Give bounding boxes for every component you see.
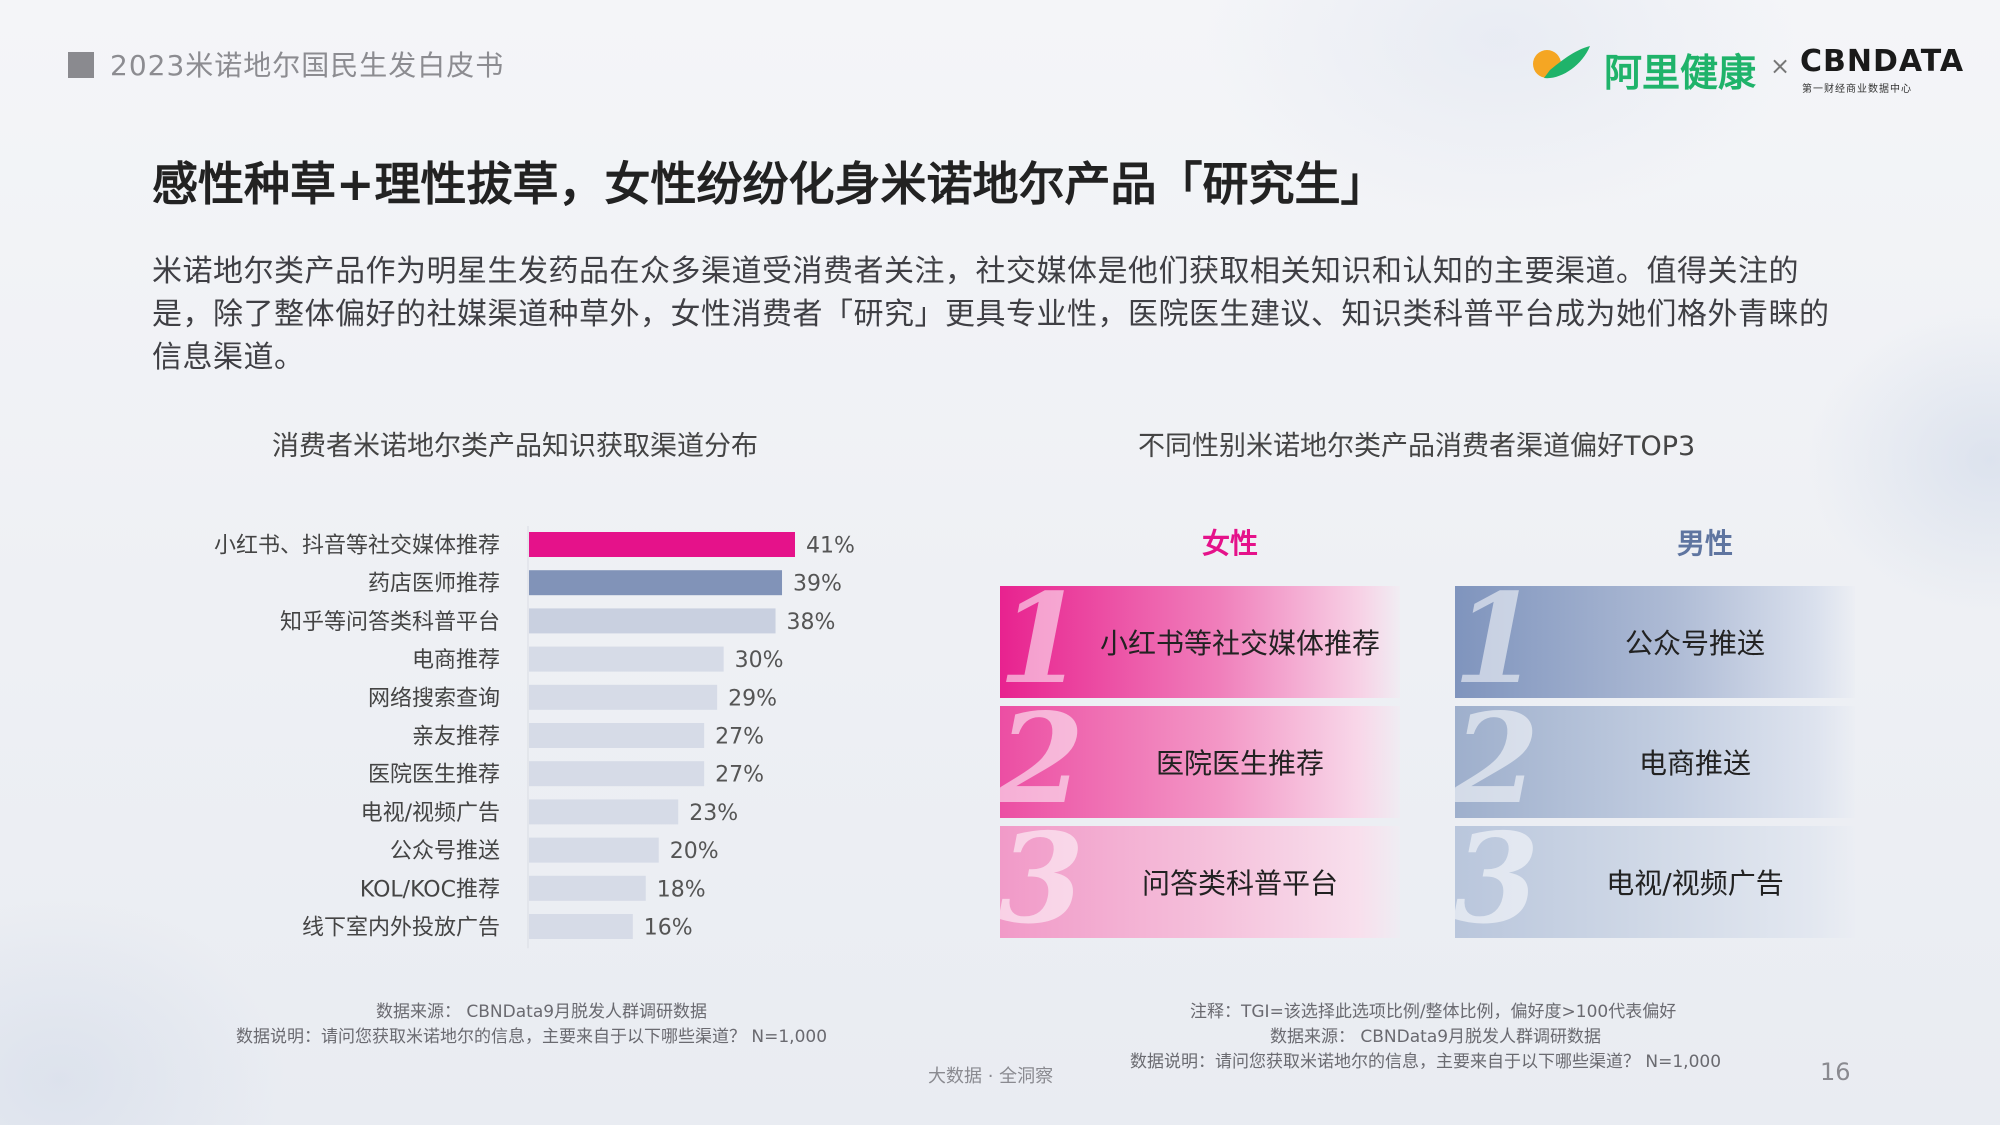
bar xyxy=(529,914,633,939)
right-source-note: 数据来源： CBNData9月脱发人群调研数据 xyxy=(1270,1027,1602,1047)
bar-value-label: 16% xyxy=(644,916,693,941)
female-rank-3-card: 3 问答类科普平台 xyxy=(1000,826,1400,938)
bar-category-label: 知乎等问答类科普平台 xyxy=(280,610,500,635)
rank-number: 3 xyxy=(1455,826,1540,938)
male-rank-1-label: 公众号推送 xyxy=(1624,627,1765,660)
right-description-note: 数据说明：请问您获取米诺地尔的信息，主要来自于以下哪些渠道？ N=1,000 xyxy=(1130,1052,1722,1072)
top3-chart-title: 不同性别米诺地尔类产品消费者渠道偏好TOP3 xyxy=(1138,431,1696,462)
male-rank-3-card: 3 电视/视频广告 xyxy=(1455,826,1855,938)
bar xyxy=(529,799,679,825)
bar-category-label: 网络搜索查询 xyxy=(368,686,500,711)
brand-name: 阿里健康 xyxy=(1604,51,1757,95)
alihealth-logo-icon xyxy=(1533,46,1590,79)
bar xyxy=(529,608,776,634)
bar-value-label: 27% xyxy=(715,725,764,750)
bar-category-label: 公众号推送 xyxy=(390,839,500,864)
bar xyxy=(529,723,705,748)
bar-category-label: 亲友推荐 xyxy=(412,725,500,750)
channel-bar-chart: 小红书、抖音等社交媒体推荐 41% 药店医师推荐 39% 知乎等问答类科普平台 38% 电商… xyxy=(140,520,900,950)
bar-value-label: 39% xyxy=(793,572,842,597)
bar-category-label: 线下室内外投放广告 xyxy=(302,916,500,941)
female-rank-2-card: 2 医院医生推荐 xyxy=(1000,706,1400,818)
bar-value-label: 20% xyxy=(670,839,719,864)
logo-separator: × xyxy=(1770,52,1791,80)
bar-category-label: 电视/视频广告 xyxy=(361,801,500,826)
bar-value-label: 27% xyxy=(715,763,764,788)
bar xyxy=(529,646,724,672)
bar-chart-title: 消费者米诺地尔类产品知识获取渠道分布 xyxy=(272,431,758,462)
left-source-note: 数据来源： CBNData9月脱发人群调研数据 xyxy=(376,1002,708,1022)
bar-value-label: 38% xyxy=(787,610,836,635)
rank-number: 1 xyxy=(1000,586,1085,698)
bar-category-label: KOL/KOC推荐 xyxy=(360,877,500,902)
rank-number: 1 xyxy=(1455,586,1540,698)
bar xyxy=(529,684,718,710)
bar-category-label: 医院医生推荐 xyxy=(368,763,500,788)
bar xyxy=(529,837,659,863)
bar-value-label: 23% xyxy=(689,801,738,826)
report-title: 2023米诺地尔国民生发白皮书 xyxy=(110,49,505,82)
male-rank-2-card: 2 电商推送 xyxy=(1455,706,1855,818)
female-rank-1-label: 小红书等社交媒体推荐 xyxy=(1099,627,1380,660)
footer-slogan: 大数据 · 全洞察 xyxy=(928,1066,1054,1087)
bar-category-label: 药店医师推荐 xyxy=(368,572,500,597)
left-description-note: 数据说明：请问您获取米诺地尔的信息，主要来自于以下哪些渠道？ N=1,000 xyxy=(236,1027,828,1047)
right-tgi-note: 注释：TGI=该选择此选项比例/整体比例，偏好度>100代表偏好 xyxy=(1190,1002,1677,1022)
female-column-title: 女性 xyxy=(1201,527,1258,560)
male-rank-2-label: 电商推送 xyxy=(1638,747,1751,780)
page-number: 16 xyxy=(1820,1058,1851,1086)
bar xyxy=(529,570,783,596)
header-marker xyxy=(68,52,94,78)
male-rank-3-label: 电视/视频广告 xyxy=(1606,867,1784,900)
male-column-title: 男性 xyxy=(1676,527,1733,560)
bar xyxy=(529,761,705,787)
bar-value-label: 29% xyxy=(728,686,777,711)
bar-value-label: 30% xyxy=(735,648,784,673)
female-rank-2-label: 医院医生推荐 xyxy=(1155,747,1324,780)
bar-value-label: 18% xyxy=(657,877,706,902)
female-rank-3-label: 问答类科普平台 xyxy=(1141,867,1338,900)
rank-number: 2 xyxy=(1455,706,1540,818)
female-rank-1-card: 1 小红书等社交媒体推荐 xyxy=(1000,586,1400,698)
partner-logo-name: CBNDATA xyxy=(1800,44,1965,79)
male-rank-1-card: 1 公众号推送 xyxy=(1455,586,1855,698)
rank-number: 2 xyxy=(1000,706,1085,818)
page-headline: 感性种草+理性拔草，女性纷纷化身米诺地尔产品「研究生」 xyxy=(152,157,1387,211)
bar-category-label: 电商推荐 xyxy=(412,648,500,673)
rank-number: 3 xyxy=(1000,826,1085,938)
bar-value-label: 41% xyxy=(806,534,855,559)
bar-category-label: 小红书、抖音等社交媒体推荐 xyxy=(214,534,500,559)
channel-bar-chart-svg: 小红书、抖音等社交媒体推荐 41% 药店医师推荐 39% 知乎等问答类科普平台 38% 电商… xyxy=(214,526,855,949)
partner-logo-subtitle: 第一财经商业数据中心 xyxy=(1802,84,1912,95)
intro-paragraph: 米诺地尔类产品作为明星生发药品在众多渠道受消费者关注，社交媒体是他们获取相关知识… xyxy=(152,254,1830,375)
bar xyxy=(529,532,795,557)
bar xyxy=(529,875,646,901)
